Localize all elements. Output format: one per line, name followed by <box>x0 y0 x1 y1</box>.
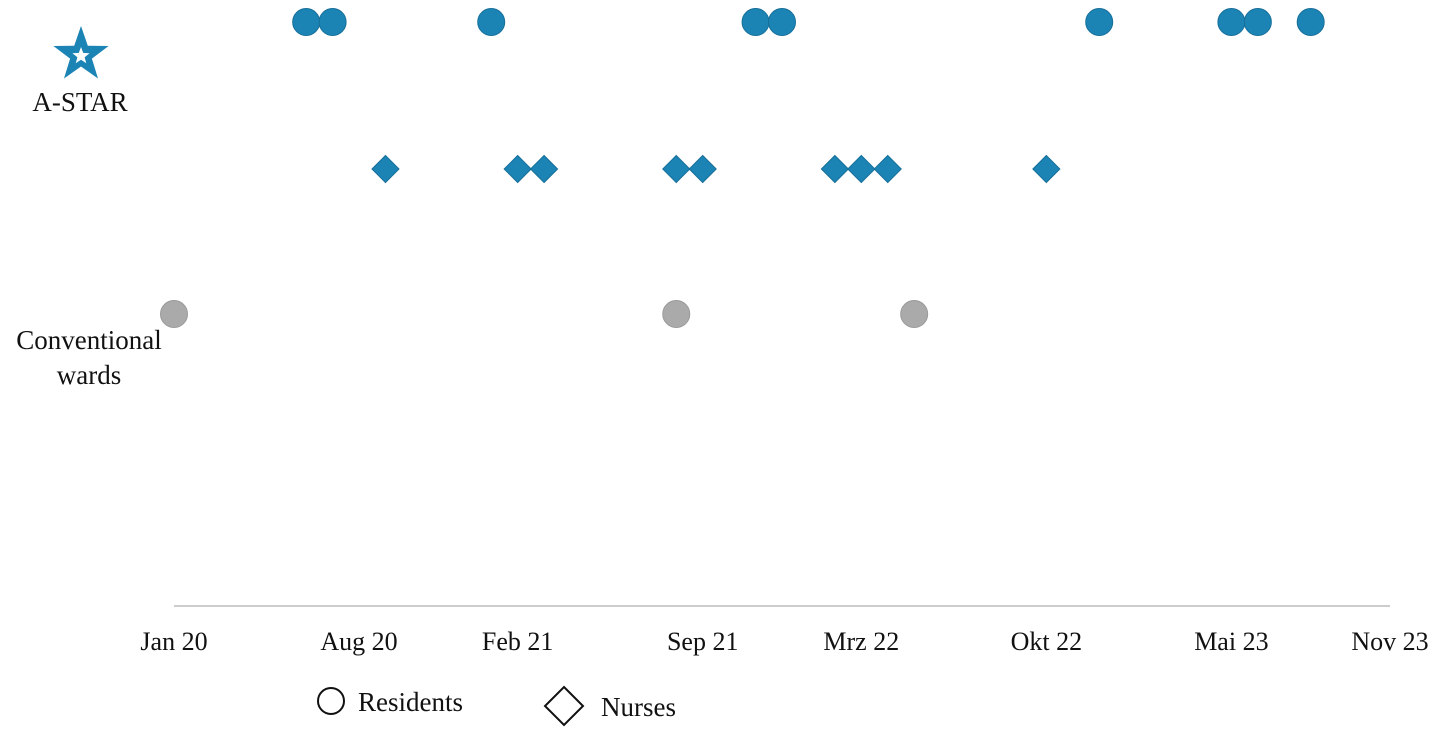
x-tick-label: Jan 20 <box>140 627 207 656</box>
legend-diamond-marker <box>543 685 585 727</box>
point-nurses <box>371 154 400 184</box>
point-nurses <box>688 154 717 184</box>
group-label-astar: A-STAR <box>32 87 127 117</box>
point-residents <box>768 8 796 36</box>
point-residents <box>292 8 321 36</box>
group-label-conventional: Conventional wards <box>16 325 161 390</box>
point-nurses <box>820 154 850 184</box>
legend-item-residents: Residents <box>317 687 463 717</box>
point-nurses <box>873 154 902 184</box>
point-nurses <box>662 154 691 184</box>
legend-item-nurses: Nurses <box>543 685 676 727</box>
point-residents <box>477 8 506 36</box>
star-icon <box>53 26 109 79</box>
legend-label-nurses: Nurses <box>601 692 676 722</box>
point-nurses <box>847 154 876 184</box>
x-tick-label: Okt 22 <box>1011 627 1083 656</box>
point-nurses <box>529 154 559 184</box>
x-tick-label: Nov 23 <box>1351 627 1428 656</box>
x-tick-label: Mai 23 <box>1194 627 1268 656</box>
point-conventional-wards <box>900 300 929 328</box>
group-labels: A-STAR Conventional wards <box>16 26 162 390</box>
point-conventional-wards <box>160 300 188 328</box>
point-residents <box>1085 8 1114 36</box>
data-points <box>160 8 1325 328</box>
point-conventional-wards <box>662 300 691 328</box>
legend-label-residents: Residents <box>358 687 463 717</box>
x-tick-label: Sep 21 <box>667 627 739 656</box>
point-residents <box>1243 8 1272 36</box>
x-axis: Jan 20 Aug 20 Feb 21 Sep 21 Mrz 22 Okt 22 Mai … <box>140 605 1429 656</box>
x-tick-label: Mrz 22 <box>823 627 899 656</box>
point-residents <box>318 8 347 36</box>
legend: Residents Nurses <box>317 685 676 727</box>
x-tick-label: Feb 21 <box>482 627 554 656</box>
point-residents <box>741 8 770 36</box>
point-nurses <box>503 154 532 184</box>
legend-circle-marker <box>317 687 345 715</box>
point-residents <box>1296 8 1325 36</box>
point-residents <box>1217 8 1246 36</box>
x-tick-label: Aug 20 <box>320 627 397 656</box>
point-nurses <box>1032 154 1061 184</box>
